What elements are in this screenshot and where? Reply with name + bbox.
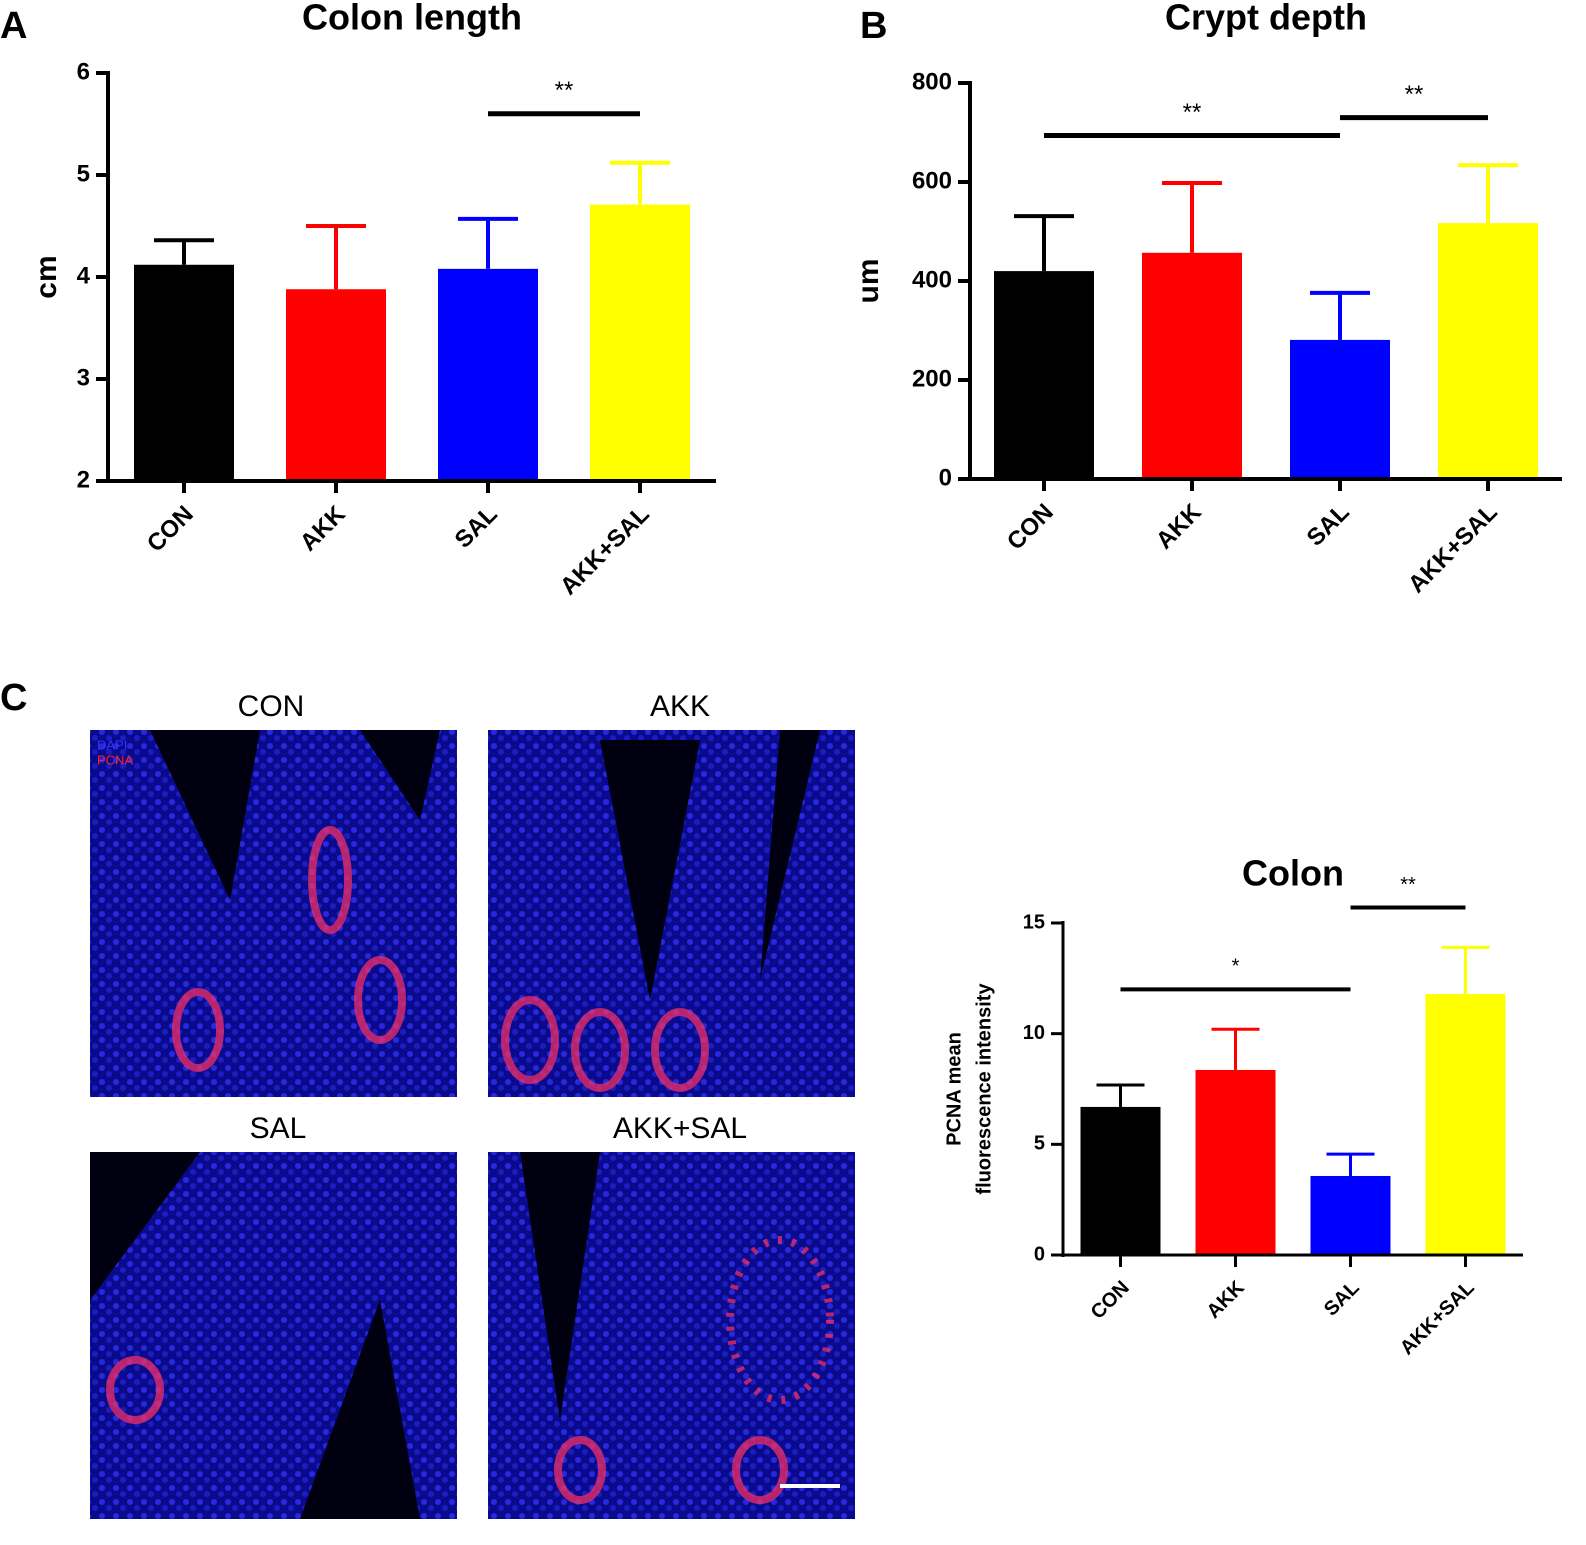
bar	[134, 264, 234, 481]
y-axis-label: um	[852, 259, 885, 304]
x-tick-label: AKK	[1203, 1276, 1250, 1323]
stain-label: PCNA	[97, 752, 133, 767]
bar	[1290, 339, 1390, 479]
x-tick-label: SAL	[450, 501, 503, 554]
micrograph	[90, 730, 457, 1097]
y-tick-label: 10	[1023, 1022, 1045, 1044]
significance-label: *	[1232, 956, 1240, 978]
x-tick-label: AKK+SAL	[1403, 499, 1503, 599]
y-axis-label: PCNA mean	[943, 1032, 965, 1146]
image-title: AKK	[650, 690, 710, 723]
chart-title: Colon	[1242, 853, 1344, 894]
y-tick-label: 3	[77, 364, 90, 391]
image-title: AKK+SAL	[613, 1112, 747, 1145]
y-tick-label: 5	[77, 160, 90, 187]
panel-label: B	[860, 5, 887, 47]
x-tick-label: AKK	[1151, 498, 1207, 554]
y-tick-label: 2	[77, 466, 90, 493]
bar	[1080, 1106, 1161, 1255]
bar	[590, 204, 690, 481]
x-tick-label: CON	[142, 501, 199, 558]
y-tick-label: 4	[77, 262, 91, 289]
bar	[1195, 1069, 1276, 1255]
y-tick-label: 400	[912, 266, 952, 293]
tissue-gap	[90, 730, 820, 1519]
significance-label: **	[1400, 874, 1416, 896]
bar	[1142, 252, 1242, 479]
bar	[438, 268, 538, 481]
x-tick-label: SAL	[1320, 1277, 1364, 1321]
stain-label: DAPI	[97, 737, 127, 752]
y-tick-label: 5	[1034, 1133, 1045, 1155]
x-tick-label: CON	[1087, 1277, 1134, 1324]
x-tick-label: AKK+SAL	[1396, 1277, 1479, 1360]
panel-label: C	[0, 677, 27, 719]
x-tick-label: SAL	[1302, 499, 1355, 552]
significance-label: **	[1183, 99, 1202, 126]
x-tick-label: AKK	[295, 500, 351, 556]
micrographs: CON AKK SAL AKK+SAL	[90, 690, 855, 1519]
significance-label: **	[1405, 81, 1424, 108]
y-tick-label: 15	[1023, 911, 1045, 933]
y-tick-label: 600	[912, 167, 952, 194]
y-axis-label: fluorescence intensity	[973, 983, 995, 1195]
panel-label: A	[0, 5, 27, 47]
chart-title: Crypt depth	[1165, 0, 1367, 38]
bar	[1438, 223, 1538, 479]
x-tick-label: AKK+SAL	[555, 501, 655, 601]
y-tick-label: 6	[77, 58, 90, 85]
crypts	[106, 826, 834, 1504]
bar	[1310, 1175, 1391, 1255]
image-title: CON	[238, 690, 305, 723]
y-tick-label: 0	[1034, 1243, 1045, 1265]
significance-label: **	[555, 77, 574, 104]
bar	[286, 289, 386, 481]
chart-title: Colon length	[302, 0, 522, 38]
y-tick-label: 800	[912, 68, 952, 95]
x-tick-label: CON	[1002, 499, 1059, 556]
y-axis-label: cm	[30, 255, 63, 298]
y-tick-label: 200	[912, 365, 952, 392]
image-title: SAL	[250, 1112, 307, 1145]
bar	[994, 271, 1094, 479]
bar	[1425, 994, 1506, 1255]
y-tick-label: 0	[939, 464, 952, 491]
